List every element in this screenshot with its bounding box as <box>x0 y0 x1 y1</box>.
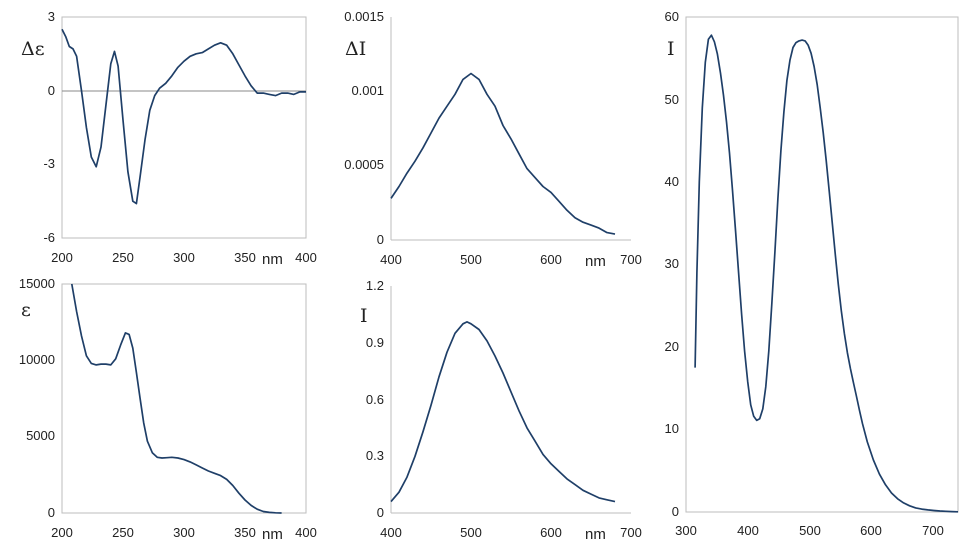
pl-full-y-axis-label: I <box>667 38 675 60</box>
pl-full-x-tick: 300 <box>675 523 697 538</box>
pl-full-x-tick: 600 <box>860 523 882 538</box>
pl-full-series <box>694 34 959 513</box>
abs-series-line <box>70 283 282 514</box>
cpl-x-unit-label: nm <box>585 253 606 270</box>
abs-x-tick: 350 <box>234 525 256 540</box>
abs-chart: ε nm 15000 10000 5000 0 200 250 300 350 … <box>19 276 317 542</box>
pl-x-tick: 700 <box>620 525 642 540</box>
pl-full-y-tick: 20 <box>665 339 679 354</box>
pl-full-y-tick: 50 <box>665 92 679 107</box>
cd-x-tick: 200 <box>51 250 73 265</box>
pl-full-y-tick: 0 <box>672 504 679 519</box>
abs-x-tick: 400 <box>295 525 317 540</box>
pl-full-y-tick: 60 <box>665 9 679 24</box>
cd-x-unit-label: nm <box>262 251 283 268</box>
cd-plot-frame <box>61 16 307 239</box>
cpl-chart: ΔI nm 0.0015 0.001 0.0005 0 400 500 600 … <box>344 9 642 270</box>
cpl-y-tick: 0 <box>377 232 384 247</box>
pl-full-series-line <box>694 34 959 513</box>
cd-series-line <box>61 28 306 205</box>
abs-y-tick: 0 <box>48 505 55 520</box>
pl-full-chart: I 60 50 40 30 20 10 0 300 400 500 600 70… <box>665 9 959 538</box>
cd-x-tick: 250 <box>112 250 134 265</box>
pl-full-x-tick: 400 <box>737 523 759 538</box>
cpl-y-axis-label: ΔI <box>345 38 366 60</box>
cd-x-tick: 300 <box>173 250 195 265</box>
pl-series <box>390 321 616 503</box>
cpl-x-tick: 400 <box>380 252 402 267</box>
cd-y-tick: -6 <box>43 230 55 245</box>
pl-y-tick: 0 <box>377 505 384 520</box>
abs-x-tick: 250 <box>112 525 134 540</box>
pl-y-tick: 0.9 <box>366 335 384 350</box>
abs-series <box>70 283 282 514</box>
pl-full-y-tick: 30 <box>665 256 679 271</box>
abs-plot-frame <box>61 283 307 514</box>
pl-full-x-tick: 500 <box>799 523 821 538</box>
cpl-y-tick: 0.0005 <box>344 157 384 172</box>
cd-series <box>61 28 306 205</box>
pl-chart: I nm 1.2 0.9 0.6 0.3 0 400 500 600 700 <box>360 278 642 542</box>
cpl-x-tick: 700 <box>620 252 642 267</box>
pl-y-tick: 0.6 <box>366 392 384 407</box>
cpl-x-tick: 600 <box>540 252 562 267</box>
cd-y-tick: 3 <box>48 9 55 24</box>
cd-y-axis-label: Δε <box>21 38 45 60</box>
abs-x-unit-label: nm <box>262 526 283 542</box>
abs-x-tick: 300 <box>173 525 195 540</box>
pl-y-tick: 1.2 <box>366 278 384 293</box>
abs-x-tick: 200 <box>51 525 73 540</box>
cpl-y-tick: 0.001 <box>351 83 384 98</box>
pl-y-tick: 0.3 <box>366 448 384 463</box>
pl-x-tick: 600 <box>540 525 562 540</box>
abs-y-tick: 5000 <box>26 428 55 443</box>
pl-y-axis-label: I <box>360 305 368 327</box>
abs-y-tick: 15000 <box>19 276 55 291</box>
pl-full-y-tick: 10 <box>665 421 679 436</box>
abs-y-axis-label: ε <box>21 299 31 321</box>
cpl-series-line <box>390 72 616 235</box>
pl-full-y-tick: 40 <box>665 174 679 189</box>
cpl-series <box>390 72 616 235</box>
cd-y-tick: 0 <box>48 83 55 98</box>
cd-x-tick: 400 <box>295 250 317 265</box>
cpl-y-tick: 0.0015 <box>344 9 384 24</box>
pl-series-line <box>390 321 616 503</box>
pl-full-x-tick: 700 <box>922 523 944 538</box>
cpl-x-tick: 500 <box>460 252 482 267</box>
pl-x-tick: 500 <box>460 525 482 540</box>
pl-x-unit-label: nm <box>585 526 606 542</box>
cd-x-tick: 350 <box>234 250 256 265</box>
pl-full-plot-frame <box>685 16 959 513</box>
cd-chart: Δε nm 3 0 -3 -6 200 250 300 350 400 <box>21 9 317 268</box>
abs-y-tick: 10000 <box>19 352 55 367</box>
pl-x-tick: 400 <box>380 525 402 540</box>
cd-y-tick: -3 <box>43 156 55 171</box>
